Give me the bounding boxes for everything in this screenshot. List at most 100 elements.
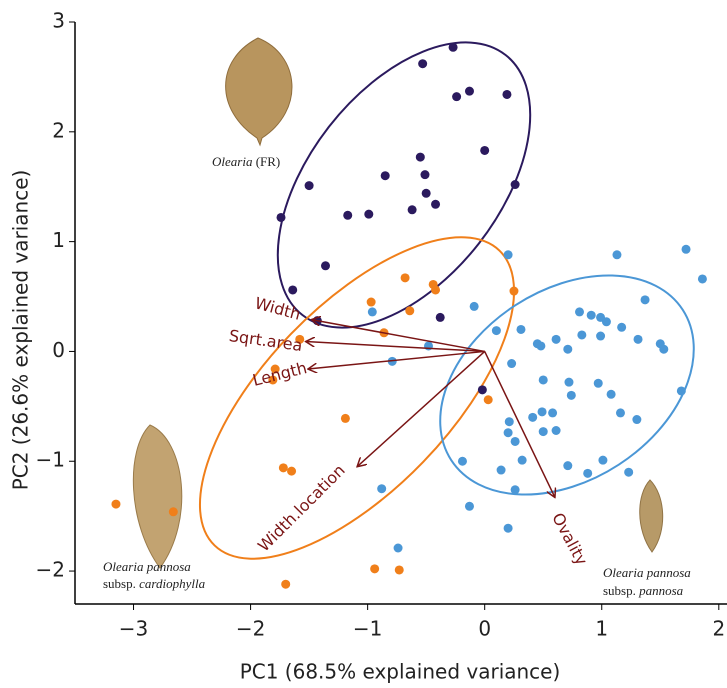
loading-arrow <box>308 350 485 369</box>
point <box>421 188 431 198</box>
annotation: subsp. pannosa <box>603 583 684 598</box>
group-ellipse <box>198 236 516 560</box>
loading-label: Width <box>253 293 303 323</box>
leaf-image <box>132 37 664 569</box>
annotation: Olearia pannosa <box>103 559 191 574</box>
point <box>503 250 513 260</box>
axes: −2 −1 0 1 2 3 −3 −2 −1 0 1 2 <box>36 9 727 641</box>
x-axis-title: PC1 (68.5% explained variance) <box>240 660 561 684</box>
point <box>632 415 642 425</box>
point <box>370 564 380 574</box>
x-tick-label: 1 <box>595 617 608 641</box>
loading-arrow <box>311 320 485 353</box>
point <box>564 377 574 387</box>
point <box>418 59 428 69</box>
y-tick-label: 3 <box>52 9 65 33</box>
point <box>469 301 479 311</box>
point <box>491 326 501 336</box>
point <box>659 344 669 354</box>
point <box>380 171 390 181</box>
point <box>343 210 353 220</box>
point <box>510 436 520 446</box>
point <box>464 501 474 511</box>
loading-arrow <box>306 342 485 353</box>
point <box>400 273 410 283</box>
point <box>483 395 493 405</box>
y-tick-label: −1 <box>36 448 65 472</box>
point <box>517 455 527 465</box>
loading-arrow <box>357 350 486 466</box>
loading-label: Length <box>251 358 309 390</box>
point <box>504 417 514 427</box>
point <box>407 205 417 215</box>
point <box>536 341 546 351</box>
point <box>596 331 606 341</box>
x-tick-label: −2 <box>236 617 265 641</box>
point <box>606 389 616 399</box>
point <box>563 344 573 354</box>
x-tick-label: 2 <box>712 617 725 641</box>
point <box>586 310 596 320</box>
point <box>377 484 387 494</box>
point <box>364 209 374 219</box>
annotation: Olearia (FR) <box>212 154 280 169</box>
point <box>448 42 458 52</box>
point <box>367 307 377 317</box>
point <box>295 334 305 344</box>
point <box>640 295 650 305</box>
point <box>304 181 314 191</box>
point <box>601 317 611 327</box>
point <box>503 428 513 438</box>
x-tick-label: 0 <box>478 617 491 641</box>
point <box>598 455 608 465</box>
point <box>496 465 506 475</box>
point <box>615 408 625 418</box>
point <box>435 312 445 322</box>
point <box>507 359 517 369</box>
loading-arrow <box>484 351 555 497</box>
point <box>510 485 520 495</box>
point <box>320 261 330 271</box>
point <box>612 250 622 260</box>
point <box>276 212 286 222</box>
point <box>431 285 441 295</box>
loading-label: Ovality <box>548 510 591 569</box>
point <box>593 378 603 388</box>
point <box>405 306 415 316</box>
point <box>551 425 561 435</box>
point <box>281 579 291 589</box>
point <box>420 170 430 180</box>
loading-label: Width.location <box>254 461 349 556</box>
loading-label: Sqrt.area <box>228 326 304 355</box>
point <box>288 285 298 295</box>
point <box>537 407 547 417</box>
point <box>577 330 587 340</box>
point <box>538 427 548 437</box>
point <box>278 463 288 473</box>
point <box>503 523 513 533</box>
point <box>477 385 487 395</box>
point <box>431 199 441 209</box>
point <box>617 322 627 332</box>
point <box>268 375 278 385</box>
point <box>676 386 686 396</box>
point <box>697 274 707 284</box>
y-axis-title: PC2 (26.6% explained variance) <box>9 170 33 491</box>
point <box>393 543 403 553</box>
point <box>633 334 643 344</box>
point <box>168 507 178 517</box>
point <box>563 461 573 471</box>
y-tick-label: 0 <box>52 338 65 362</box>
point <box>415 152 425 162</box>
point <box>270 364 280 374</box>
point <box>394 565 404 575</box>
point <box>575 307 585 317</box>
point <box>624 467 634 477</box>
annotation: Olearia pannosa <box>603 565 691 580</box>
point <box>681 244 691 254</box>
point <box>111 499 121 509</box>
point <box>528 412 538 422</box>
y-tick-label: 1 <box>52 228 65 252</box>
point <box>452 92 462 102</box>
